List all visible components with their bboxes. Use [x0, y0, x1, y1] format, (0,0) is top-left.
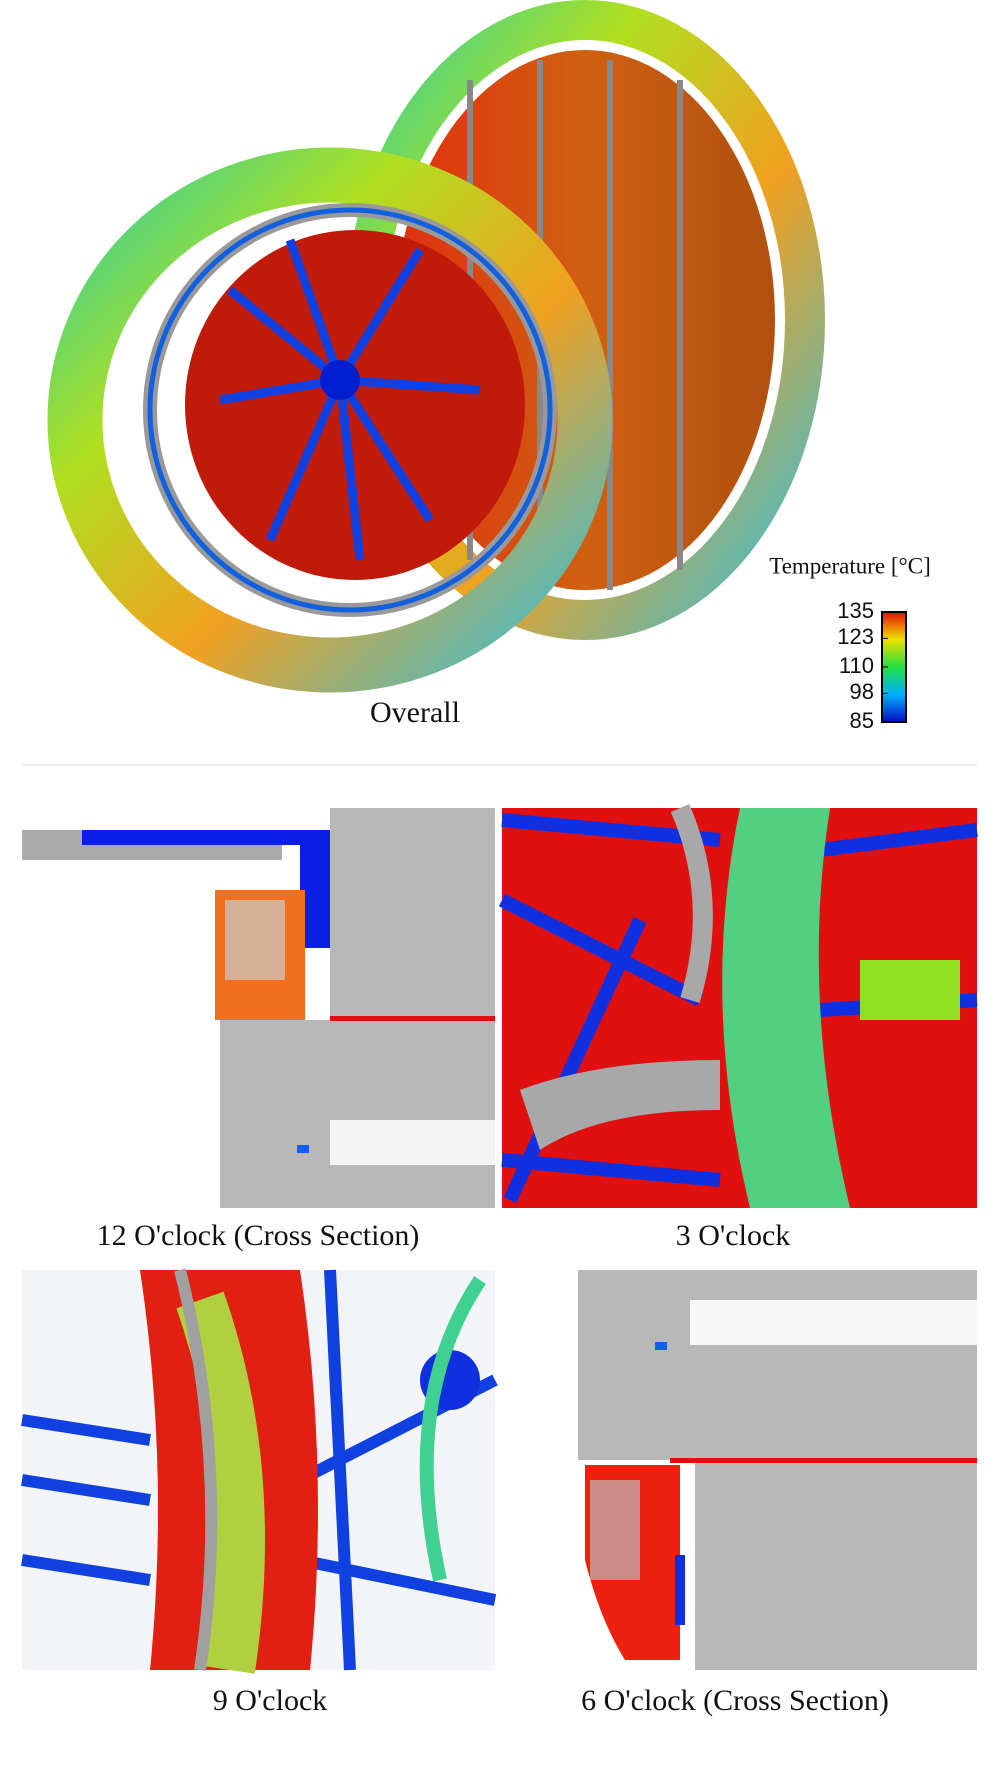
panel-6-oclock	[530, 1270, 977, 1670]
panel-caption: 3 O'clock	[676, 1219, 791, 1252]
panel-9-oclock	[21, 1268, 498, 1674]
panel-caption: 9 O'clock	[213, 1684, 328, 1717]
colorbar-title: Temperature [°C]	[769, 553, 930, 578]
overall-image	[47, 0, 825, 693]
panel-3-oclock	[498, 804, 978, 1208]
panel-caption: 6 O'clock (Cross Section)	[581, 1684, 889, 1717]
colorbar-tick-label: 110	[839, 653, 874, 678]
colorbar-tick-label: 135	[837, 598, 874, 623]
overall-caption: Overall	[370, 696, 460, 729]
panel-caption: 12 O'clock (Cross Section)	[97, 1219, 420, 1252]
colorbar-tick-label: 85	[850, 708, 874, 733]
colorbar-tick-label: 123	[837, 624, 874, 649]
panel-12-oclock	[22, 808, 495, 1208]
colorbar-tick-label: 98	[850, 679, 874, 704]
